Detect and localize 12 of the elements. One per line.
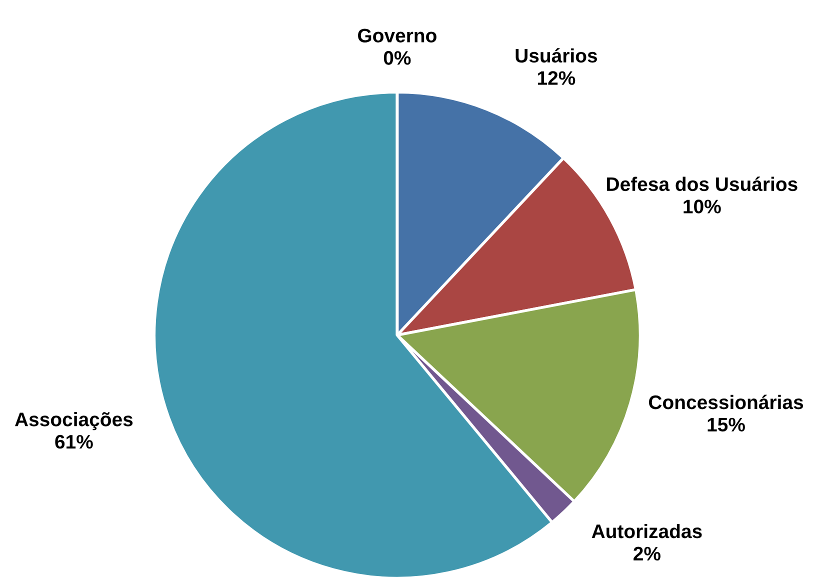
slice-label: Autorizadas <box>592 524 702 538</box>
data-label: 10% <box>684 200 721 214</box>
data-label: 2% <box>634 546 660 561</box>
slice-label: Defesa dos Usuários <box>607 176 798 192</box>
slice-label: Associações <box>14 412 133 430</box>
category-label: Governo <box>358 28 436 42</box>
data-label: 61% <box>55 434 93 449</box>
data-label: 15% <box>708 418 745 432</box>
slice-label: Concessionárias <box>649 394 804 410</box>
slice-label: Usuários <box>516 48 598 63</box>
data-label: 12% <box>538 71 576 85</box>
text: 0% <box>384 51 411 65</box>
